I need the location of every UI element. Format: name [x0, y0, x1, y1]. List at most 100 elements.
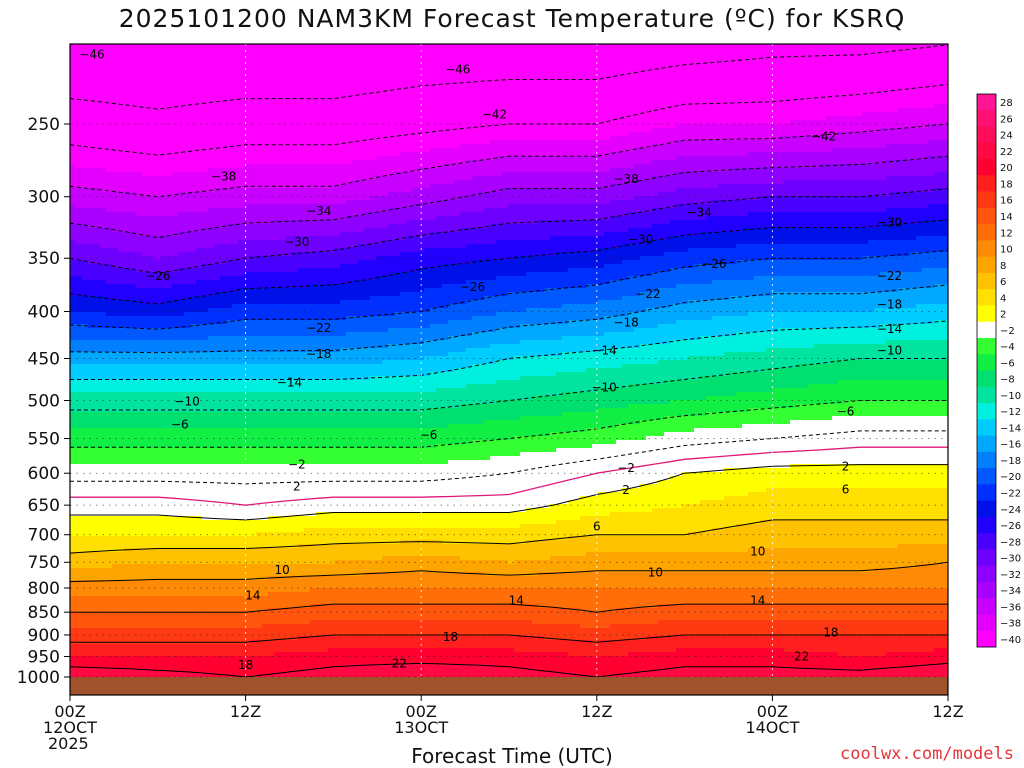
y-tick-label: 650	[28, 496, 60, 516]
colorbar-label: −28	[1000, 537, 1021, 548]
contour-label: −22	[635, 287, 660, 301]
colorbar-label: −6	[1000, 358, 1015, 369]
x-tick-label: 2025	[48, 734, 89, 753]
colorbar-label: −38	[1000, 619, 1021, 630]
contour-label: −38	[613, 172, 638, 186]
y-tick-label: 1000	[17, 668, 60, 688]
y-tick-label: 850	[28, 603, 60, 623]
colorbar-swatch	[977, 159, 996, 176]
contour-label: 18	[238, 658, 253, 672]
ground-layer	[70, 677, 948, 695]
colorbar-label: −30	[1000, 554, 1021, 565]
colorbar-swatch	[977, 500, 996, 518]
colorbar-swatch	[977, 581, 996, 599]
colorbar-label: −24	[1000, 505, 1021, 516]
contour-label: −22	[877, 269, 902, 283]
contour-label: −2	[288, 457, 306, 471]
contour-label: −14	[877, 322, 902, 336]
contour-label: −6	[420, 428, 438, 442]
contour-label: −42	[482, 107, 507, 121]
contour-label: 2	[622, 483, 630, 497]
y-tick-label: 350	[28, 249, 60, 269]
y-tick-label: 550	[28, 430, 60, 450]
colorbar-label: −20	[1000, 472, 1021, 483]
colorbar-label: −26	[1000, 521, 1021, 532]
contour-label: 10	[275, 563, 290, 577]
x-tick-label: 00Z	[54, 702, 85, 721]
colorbar-swatch	[977, 305, 996, 323]
colorbar-swatch	[977, 386, 996, 404]
colorbar-swatch	[977, 240, 996, 258]
colorbar-swatch	[977, 630, 996, 648]
x-tick-label: 00Z	[757, 702, 788, 721]
contour-label: −34	[306, 204, 331, 218]
colorbar-label: −16	[1000, 440, 1021, 451]
y-tick-label: 800	[28, 579, 60, 599]
colorbar-swatch	[977, 224, 996, 241]
contour-label: −6	[837, 405, 855, 419]
colorbar-swatch	[977, 142, 996, 160]
colorbar-label: −34	[1000, 586, 1021, 597]
colorbar-swatch	[977, 289, 996, 306]
x-tick-label: 12OCT	[43, 718, 97, 737]
contour-label: 18	[443, 630, 458, 644]
colorbar-swatch	[977, 484, 996, 502]
colorbar-label: 28	[1000, 98, 1013, 109]
colorbar-label: 26	[1000, 114, 1013, 125]
contour-labels: −46−46−42−42−38 −38−34 −34−30 −30−30−26−26−…	[79, 47, 902, 671]
credit-text: coolwx.com/models	[840, 744, 1014, 764]
y-tick-label: 500	[28, 392, 60, 412]
contour-label: 22	[392, 657, 407, 671]
colorbar-swatch	[977, 256, 996, 274]
colorbar-label: −14	[1000, 423, 1021, 434]
colorbar-swatch	[977, 321, 996, 339]
contour-lines	[70, 44, 948, 678]
contour-label: 10	[648, 566, 663, 580]
y-tick-label: 250	[28, 115, 60, 135]
colorbar-label: −40	[1000, 635, 1021, 646]
contour-label: −10	[591, 381, 616, 395]
colorbar-label: −4	[1000, 342, 1015, 353]
colorbar-label: 8	[1000, 261, 1006, 272]
contour-label: 6	[842, 483, 850, 497]
contour-label: −6	[171, 417, 189, 431]
x-tick-label: 00Z	[406, 702, 437, 721]
contour-label: −10	[174, 394, 199, 408]
contour-label: −18	[613, 315, 638, 329]
contour-label: −26	[701, 257, 726, 271]
y-tick-label: 750	[28, 553, 60, 573]
colorbar-label: −2	[1000, 326, 1015, 337]
colorbar-label: −32	[1000, 570, 1021, 581]
contour-label: −38	[211, 169, 236, 183]
colorbar-label: 4	[1000, 293, 1006, 304]
colorbar-label: 24	[1000, 131, 1013, 142]
colorbar-label: −12	[1000, 407, 1021, 418]
contour-label: 10	[750, 544, 765, 558]
colorbar-label: 6	[1000, 277, 1006, 288]
y-tick-label: 950	[28, 648, 60, 668]
y-tick-label: 400	[28, 302, 60, 322]
colorbar-swatch	[977, 191, 996, 209]
y-axis: 250 300 350 400 450 500 550 600 650 700 750 800 850 9…	[17, 115, 70, 688]
contour-label: −46	[79, 47, 104, 61]
colorbar-swatch	[977, 354, 996, 371]
contour-label: −26	[145, 269, 170, 283]
colorbar-swatch	[977, 272, 996, 290]
y-tick-label: 300	[28, 188, 60, 208]
x-tick-label: 12Z	[230, 702, 261, 721]
colorbar-label: 2	[1000, 310, 1006, 321]
colorbar-label: 18	[1000, 179, 1013, 190]
colorbar-label: 20	[1000, 163, 1013, 174]
colorbar-label: −22	[1000, 488, 1021, 499]
colorbar-swatch	[977, 207, 996, 225]
contour-label: −30	[877, 215, 902, 229]
plot-frame	[69, 43, 949, 696]
contour-label: −22	[306, 321, 331, 335]
colorbar-swatch	[977, 110, 996, 127]
colorbar-swatch	[977, 614, 996, 632]
colorbar-label: 22	[1000, 147, 1013, 158]
colorbar-swatch	[977, 549, 996, 567]
x-axis-title: Forecast Time (UTC)	[0, 744, 1024, 768]
contour-label: 18	[823, 626, 838, 640]
contour-label: 22	[794, 650, 809, 664]
